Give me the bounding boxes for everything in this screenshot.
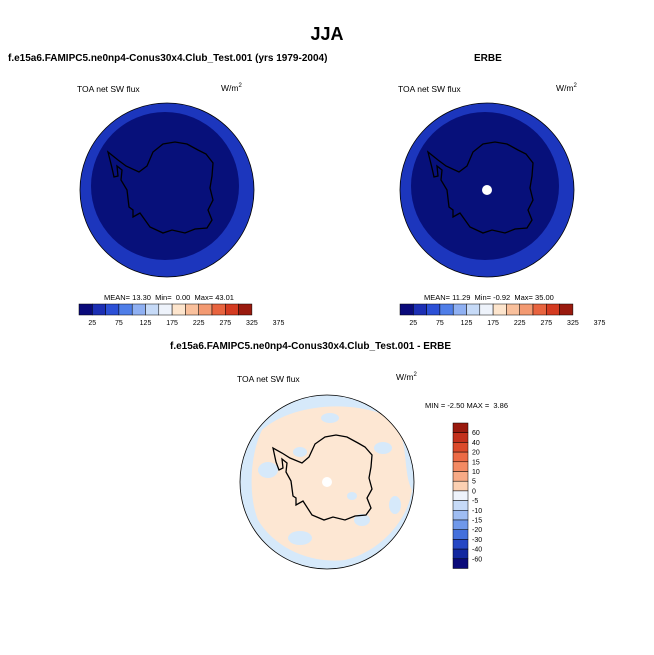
obs-colorbar-swatch	[532, 303, 547, 316]
diff-colorbar-swatch	[452, 548, 469, 560]
model-colorbar-swatch	[105, 303, 120, 316]
model-colorbar: 25 75 125 175 225 275 325 375	[78, 303, 285, 327]
model-polar-map	[79, 102, 255, 278]
model-variable-label: TOA net SW flux	[77, 84, 140, 94]
diff-colorbar-swatch	[452, 432, 469, 443]
obs-variable-label: TOA net SW flux	[398, 84, 461, 94]
diff-colorbar: 60 40 20 15 10 5 0 -5 -10 -15 -20 -30 -40 -60	[452, 422, 482, 569]
obs-colorbar-tick-label: 175	[487, 320, 499, 327]
diff-colorbar-tick-label: -15	[472, 518, 482, 525]
model-colorbar-tick-label: 25	[88, 320, 96, 327]
obs-units-label: W/m2	[556, 83, 577, 93]
model-colorbar-swatch	[158, 303, 173, 316]
diff-variable-label: TOA net SW flux	[237, 374, 300, 384]
model-colorbar-tick-label: 375	[273, 320, 285, 327]
obs-colorbar-swatch	[559, 303, 574, 316]
diff-colorbar-swatch	[452, 510, 469, 521]
diff-colorbar-swatch	[452, 490, 469, 501]
diff-colorbar-tick-label: 0	[472, 488, 476, 495]
diff-colorbar-tick-label: 60	[472, 430, 480, 437]
model-colorbar-tick-label: 175	[166, 320, 178, 327]
obs-polar-map	[399, 102, 575, 278]
model-colorbar-swatch	[118, 303, 133, 316]
diff-colorbar-tick-label: 10	[472, 469, 480, 476]
diff-map-border	[239, 394, 415, 570]
obs-colorbar-tick-label: 375	[594, 320, 606, 327]
model-colorbar-swatch	[185, 303, 199, 316]
diff-colorbar-tick-label: 20	[472, 450, 480, 457]
obs-colorbar-swatch	[413, 303, 427, 316]
obs-colorbar-tick-label: 75	[436, 320, 444, 327]
model-units-label: W/m2	[221, 83, 242, 93]
diff-positive-region	[251, 406, 412, 561]
diff-colorbar-swatch	[452, 539, 469, 550]
season-title: JJA	[310, 24, 344, 44]
diff-colorbar-tick-label: -40	[472, 547, 482, 554]
diff-colorbar-swatch	[452, 500, 469, 511]
obs-colorbar-tick-label: 125	[461, 320, 473, 327]
model-colorbar-swatch	[198, 303, 213, 316]
obs-colorbar: 25 75 125 175 225 275 325 375	[399, 303, 606, 327]
model-colorbar-tick-label: 275	[219, 320, 231, 327]
obs-colorbar-swatch	[492, 303, 507, 316]
diff-colorbar-swatch	[452, 480, 469, 492]
model-colorbar-swatch	[225, 303, 239, 316]
obs-panel-title: ERBE	[474, 53, 502, 64]
model-colorbar-swatch	[238, 303, 253, 316]
obs-pole-hole	[482, 185, 492, 195]
diff-colorbar-tick-label: 40	[472, 440, 480, 447]
obs-coastline	[426, 141, 534, 234]
obs-colorbar-swatch	[452, 303, 467, 316]
model-colorbar-tick-label: 225	[193, 320, 205, 327]
obs-colorbar-tick-label: 225	[514, 320, 526, 327]
diff-colorbar-tick-label: -10	[472, 508, 482, 515]
obs-colorbar-swatch	[426, 303, 441, 316]
model-panel-title: f.e15a6.FAMIPC5.ne0np4-Conus30x4.Club_Te…	[8, 53, 328, 64]
diff-colorbar-swatch	[452, 422, 469, 433]
obs-colorbar-swatch	[546, 303, 560, 316]
diff-colorbar-swatch	[452, 471, 469, 482]
diff-panel-title: f.e15a6.FAMIPC5.ne0np4-Conus30x4.Club_Te…	[170, 341, 452, 352]
obs-colorbar-tick-label: 325	[567, 320, 579, 327]
obs-colorbar-swatch	[466, 303, 481, 316]
obs-stats: MEAN= 11.29 Min= -0.92 Max= 35.00	[424, 293, 554, 302]
diff-colorbar-swatch	[452, 461, 469, 472]
diff-colorbar-swatch	[452, 519, 469, 530]
diff-pole-hole	[322, 477, 332, 487]
diff-colorbar-tick-label: -30	[472, 537, 482, 544]
model-colorbar-tick-label: 75	[115, 320, 123, 327]
obs-colorbar-swatch	[439, 303, 454, 316]
model-colorbar-swatch	[211, 303, 226, 316]
obs-colorbar-swatch	[506, 303, 520, 316]
obs-colorbar-swatch	[479, 303, 494, 316]
model-colorbar-swatch	[145, 303, 160, 316]
diff-colorbar-swatch	[452, 558, 469, 569]
model-colorbar-swatch	[78, 303, 93, 316]
diff-units-label: W/m2	[396, 372, 417, 382]
diff-colorbar-tick-label: -5	[472, 498, 478, 505]
model-coastline	[106, 141, 214, 234]
model-colorbar-swatch	[131, 303, 146, 316]
diff-colorbar-swatch	[452, 451, 469, 463]
diff-colorbar-swatch	[452, 529, 469, 540]
diff-stats: MIN = -2.50 MAX = 3.86	[425, 401, 509, 410]
diff-polar-map	[239, 394, 415, 570]
model-colorbar-swatch	[92, 303, 106, 316]
diff-colorbar-tick-label: -60	[472, 556, 482, 563]
diff-colorbar-swatch	[452, 442, 469, 453]
obs-colorbar-tick-label: 275	[540, 320, 552, 327]
model-stats: MEAN= 13.30 Min= 0.00 Max= 43.01	[104, 293, 234, 302]
diff-colorbar-tick-label: -20	[472, 527, 482, 534]
diff-colorbar-tick-label: 5	[472, 479, 476, 486]
obs-colorbar-swatch	[519, 303, 534, 316]
obs-colorbar-swatch	[399, 303, 414, 316]
model-deep-field	[91, 112, 239, 260]
diff-colorbar-tick-label: 15	[472, 459, 480, 466]
obs-colorbar-tick-label: 25	[409, 320, 417, 327]
diff-coastline	[272, 434, 373, 521]
model-colorbar-swatch	[171, 303, 186, 316]
model-colorbar-tick-label: 325	[246, 320, 258, 327]
model-colorbar-tick-label: 125	[140, 320, 152, 327]
